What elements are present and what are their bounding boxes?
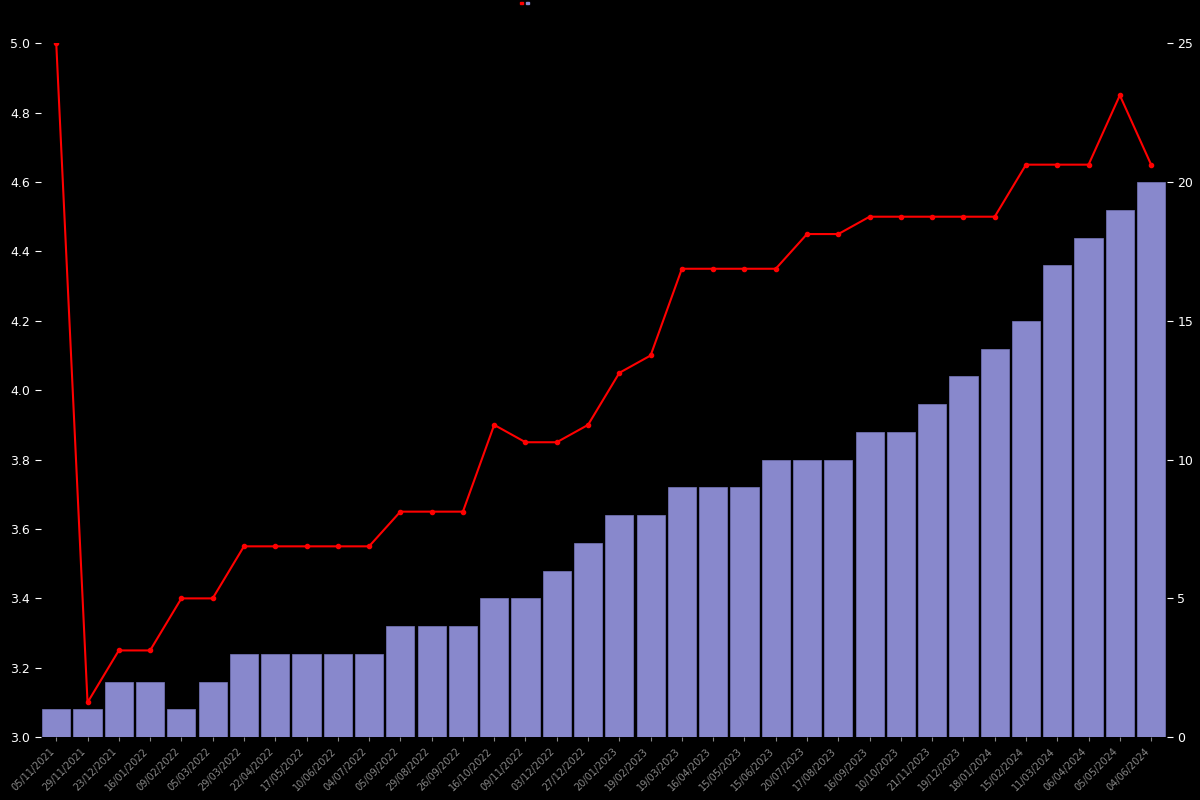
Bar bbox=[542, 570, 571, 737]
Bar bbox=[262, 654, 289, 737]
Bar bbox=[42, 710, 71, 737]
Bar bbox=[136, 682, 164, 737]
Bar bbox=[949, 376, 978, 737]
Bar bbox=[918, 404, 947, 737]
Bar bbox=[574, 543, 602, 737]
Bar bbox=[700, 487, 727, 737]
Bar bbox=[856, 432, 883, 737]
Bar bbox=[1043, 266, 1072, 737]
Bar bbox=[605, 515, 634, 737]
Bar bbox=[762, 459, 790, 737]
Bar bbox=[1105, 210, 1134, 737]
Legend: , : , bbox=[520, 2, 530, 4]
Bar bbox=[449, 626, 476, 737]
Bar bbox=[324, 654, 352, 737]
Bar bbox=[418, 626, 445, 737]
Bar bbox=[230, 654, 258, 737]
Bar bbox=[793, 459, 821, 737]
Bar bbox=[636, 515, 665, 737]
Bar bbox=[480, 598, 509, 737]
Bar bbox=[1074, 238, 1103, 737]
Bar bbox=[104, 682, 133, 737]
Bar bbox=[198, 682, 227, 737]
Bar bbox=[887, 432, 914, 737]
Bar bbox=[355, 654, 383, 737]
Bar bbox=[1012, 321, 1040, 737]
Bar bbox=[668, 487, 696, 737]
Bar bbox=[73, 710, 102, 737]
Bar bbox=[511, 598, 540, 737]
Bar bbox=[731, 487, 758, 737]
Bar bbox=[386, 626, 414, 737]
Bar bbox=[824, 459, 852, 737]
Bar bbox=[1138, 182, 1165, 737]
Bar bbox=[293, 654, 320, 737]
Bar bbox=[980, 349, 1009, 737]
Bar bbox=[167, 710, 196, 737]
